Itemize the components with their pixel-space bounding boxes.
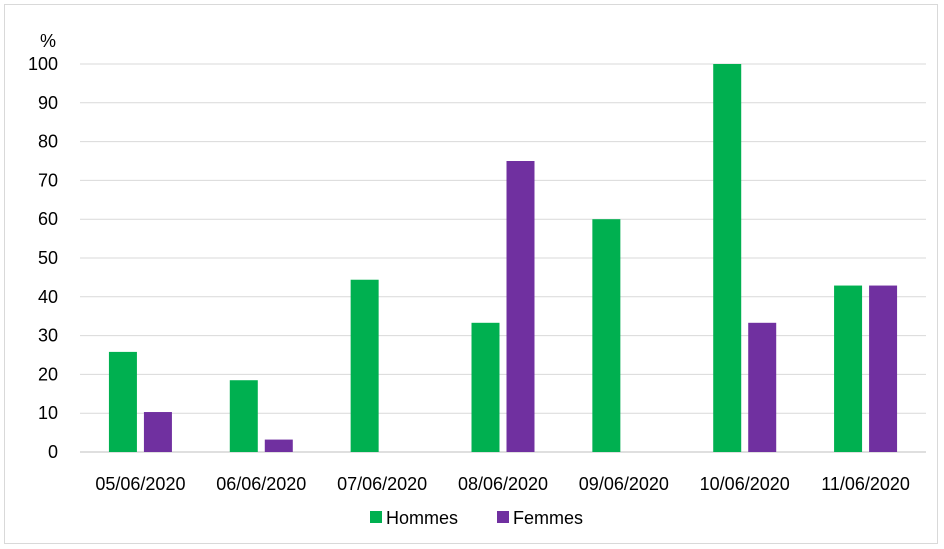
- legend: Hommes Femmes: [370, 508, 583, 528]
- bar-femmes-6: [748, 322, 777, 452]
- x-tick-label: 08/06/2020: [458, 474, 548, 494]
- bar-hommes-2: [229, 380, 258, 452]
- y-axis-label: %: [40, 31, 56, 51]
- gridlines: [80, 63, 926, 453]
- bar-hommes-1: [108, 351, 137, 452]
- y-tick-label: 90: [38, 93, 58, 113]
- x-tick-label: 11/06/2020: [821, 474, 910, 494]
- legend-swatch-femmes: [497, 511, 509, 523]
- y-tick-label: 50: [38, 248, 58, 268]
- bar-hommes-7: [834, 285, 863, 452]
- bar-femmes-4: [506, 161, 535, 452]
- x-axis-ticks: 05/06/2020 06/06/2020 07/06/2020 08/06/2020…: [95, 474, 910, 494]
- bars: [108, 64, 898, 452]
- legend-swatch-hommes: [370, 511, 382, 523]
- y-tick-label: 100: [28, 54, 58, 74]
- y-tick-label: 80: [38, 132, 58, 152]
- bar-femmes-2: [264, 439, 293, 452]
- bar-femmes-7: [869, 285, 898, 452]
- x-tick-label: 10/06/2020: [700, 474, 790, 494]
- y-axis-ticks: 0 10 20 30 40 50 60 70 80 90 100: [28, 54, 58, 462]
- bar-hommes-6: [713, 64, 742, 452]
- y-tick-label: 40: [38, 287, 58, 307]
- bar-hommes-4: [471, 322, 500, 452]
- bar-femmes-1: [143, 412, 172, 452]
- x-tick-label: 09/06/2020: [579, 474, 669, 494]
- bar-hommes-5: [592, 219, 621, 452]
- chart-frame: [4, 4, 938, 544]
- y-tick-label: 10: [38, 403, 58, 423]
- y-tick-label: 20: [38, 364, 58, 384]
- x-tick-label: 06/06/2020: [216, 474, 306, 494]
- y-tick-label: 0: [48, 442, 58, 462]
- x-tick-label: 07/06/2020: [337, 474, 427, 494]
- bar-hommes-3: [350, 279, 379, 452]
- y-tick-label: 70: [38, 170, 58, 190]
- y-tick-label: 60: [38, 209, 58, 229]
- legend-label-hommes: Hommes: [386, 508, 458, 528]
- x-tick-label: 05/06/2020: [95, 474, 185, 494]
- y-tick-label: 30: [38, 326, 58, 346]
- legend-label-femmes: Femmes: [513, 508, 583, 528]
